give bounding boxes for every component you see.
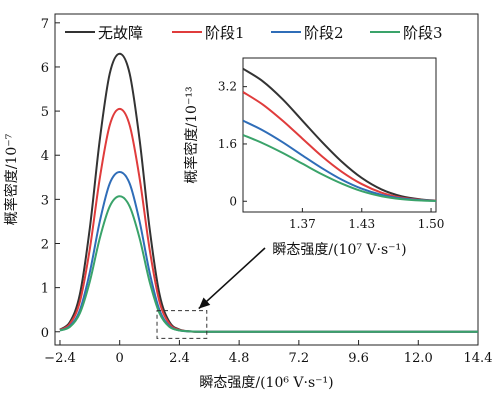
legend-label: 无故障	[98, 24, 143, 42]
y-tick-label: 2	[41, 237, 49, 252]
inset-y-tick-label: 3.2	[218, 80, 237, 94]
x-tick-label: 12.0	[404, 351, 433, 366]
y-tick-label: 3	[41, 193, 49, 208]
y-tick-label: 7	[41, 17, 49, 32]
plot-frame	[54, 13, 479, 346]
x-tick-label: 14.4	[464, 351, 493, 366]
x-tick-label: 2.4	[169, 351, 190, 366]
legend-item: 阶段3	[370, 24, 443, 42]
inset-x-tick-label: 1.43	[348, 217, 375, 231]
legend-label: 阶段3	[403, 24, 443, 42]
zoom-arrow-head	[198, 297, 211, 309]
zoom-region-box	[156, 310, 208, 339]
inset-y-tick-label: 0	[229, 194, 237, 208]
y-tick-label: 0	[41, 326, 49, 341]
main-series-group	[59, 52, 478, 333]
inset-x-axis-label: 瞬态强度/(10⁷ V·s⁻¹)	[272, 242, 406, 258]
y-axis-label: 概率密度/10⁻⁷	[3, 133, 20, 225]
x-tick-label: 9.6	[348, 351, 369, 366]
legend-item: 阶段1	[172, 24, 245, 42]
x-tick-label: 0	[116, 351, 124, 366]
y-tick-label: 4	[41, 149, 49, 164]
x-tick-label: 7.2	[289, 351, 310, 366]
legend-item: 无故障	[65, 24, 143, 42]
legend-label: 阶段1	[205, 24, 245, 42]
inset-series-line-阶段3	[243, 134, 436, 202]
inset-y-tick-label: 1.6	[218, 137, 237, 151]
inset-y-axis-label: 概率密度/10⁻¹³	[183, 86, 200, 183]
inset-x-tick-label: 1.37	[289, 217, 316, 231]
legend-label: 阶段2	[304, 24, 344, 42]
inset-x-tick-label: 1.50	[418, 217, 445, 231]
x-tick-label: 4.8	[229, 351, 250, 366]
zoom-arrow-shaft	[198, 247, 266, 310]
inset-frame	[242, 57, 437, 213]
legend-item: 阶段2	[271, 24, 344, 42]
y-tick-label: 5	[41, 105, 49, 120]
inset-series-group	[243, 67, 436, 202]
inset-series-line-无故障	[243, 67, 436, 202]
series-line-阶段3	[59, 195, 478, 333]
x-axis-label: 瞬态强度/(10⁶ V·s⁻¹)	[199, 375, 333, 391]
x-tick-label: −2.4	[44, 351, 76, 366]
y-tick-label: 6	[41, 61, 49, 76]
y-tick-label: 1	[41, 282, 49, 297]
legend: 无故障 阶段1 阶段2 阶段3	[65, 24, 443, 42]
